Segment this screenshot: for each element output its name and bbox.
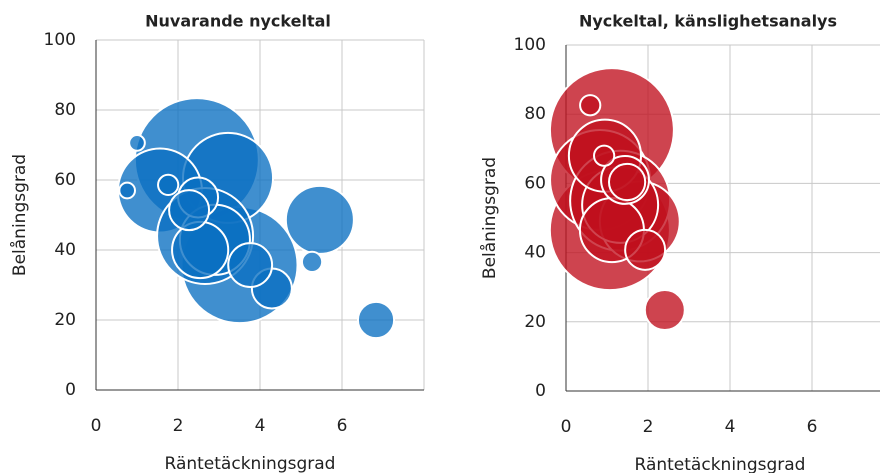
y-tick-label: 60	[524, 173, 546, 193]
y-tick-label: 20	[54, 310, 76, 330]
bubble	[624, 228, 667, 271]
y-tick-label: 0	[535, 381, 546, 401]
bubble	[171, 220, 230, 280]
bubble	[168, 189, 211, 232]
y-axis-label: Belåningsgrad	[479, 157, 500, 279]
y-tick-label: 80	[524, 104, 546, 124]
y-tick-label: 40	[54, 240, 76, 260]
chart-title: Nyckeltal, känslighetsanalys	[579, 12, 837, 31]
bubble	[227, 242, 274, 288]
x-axis-label: Räntetäckningsgrad	[635, 455, 806, 473]
y-axis-label: Belåningsgrad	[9, 154, 30, 276]
bubble	[128, 134, 146, 152]
x-tick-label: 2	[643, 417, 654, 437]
x-tick-label: 4	[725, 417, 736, 437]
bubble	[118, 181, 136, 200]
x-tick-label: 0	[561, 417, 572, 437]
x-tick-label: 6	[337, 416, 348, 436]
y-tick-label: 20	[524, 312, 546, 332]
x-tick-label: 0	[91, 416, 102, 436]
y-tick-label: 100	[514, 35, 546, 55]
bubble	[300, 250, 324, 274]
y-tick-label: 0	[65, 380, 76, 400]
bubble	[356, 300, 396, 340]
chart-title: Nuvarande nyckeltal	[145, 12, 331, 31]
y-tick-label: 100	[44, 30, 76, 50]
x-axis-label: Räntetäckningsgrad	[165, 454, 336, 473]
bubble	[157, 173, 180, 197]
x-tick-label: 6	[807, 417, 818, 437]
y-tick-label: 60	[54, 170, 76, 190]
y-tick-label: 80	[54, 100, 76, 120]
bubble	[607, 162, 647, 202]
x-tick-label: 2	[173, 416, 184, 436]
bubble	[579, 94, 602, 117]
bubble	[643, 289, 686, 332]
bubble	[284, 184, 355, 255]
bubble	[593, 144, 616, 167]
y-tick-label: 40	[524, 243, 546, 263]
x-tick-label: 4	[255, 416, 266, 436]
